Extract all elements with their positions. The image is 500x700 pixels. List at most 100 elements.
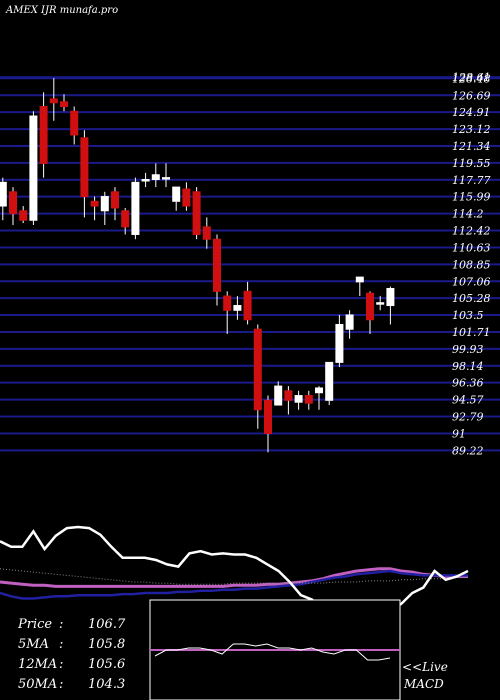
candle-body-down [39,106,48,164]
candle [366,291,374,334]
candle [335,315,344,368]
candle [253,324,262,429]
y-tick-label: 126.69 [452,89,491,102]
info-label: 5MA [18,637,49,652]
candle [90,196,99,221]
candle [151,163,160,188]
candle-body-down [182,188,191,207]
candle [264,395,272,453]
candle [294,390,303,410]
candle [202,217,211,249]
ma50-line [0,568,468,585]
candle-body-up [345,314,354,330]
y-tick-label: 105.28 [452,292,491,305]
info-label: Price [17,617,52,632]
candle-body-up [315,387,323,394]
candle [121,207,130,235]
candle-body-down [192,191,201,235]
candle [315,386,323,410]
info-value: 105.6 [88,657,125,672]
candle-body-up [233,305,242,311]
candle-body-down [70,110,79,136]
candle [60,94,68,112]
candle-body-up [0,181,7,207]
macd-label-line2: MACD [403,677,444,691]
info-separator: : [59,617,63,632]
y-tick-label: 107.06 [452,275,491,288]
candle [131,177,140,240]
candle-body-up [335,323,344,363]
y-tick-label: 128.48 [452,72,491,85]
y-tick-label: 123.12 [452,123,491,136]
y-tick-label: 98.14 [452,360,484,373]
indicator-panel [0,525,469,622]
candle-body-up [355,276,364,283]
y-tick-label: 96.36 [452,377,484,390]
y-tick-label: 121.34 [452,140,491,153]
candle-body-down [366,292,374,321]
candle [100,191,109,225]
y-tick-label: 101.71 [452,326,491,339]
y-tick-label: 117.77 [452,174,491,187]
candle [223,291,232,334]
candle-body-down [223,295,232,311]
candle [345,310,354,339]
y-tick-label: 103.5 [452,309,484,322]
chart-title: AMEX IJR munafa.pro [5,5,118,16]
candle [111,187,119,221]
y-tick-label: 128.61 [452,71,491,84]
info-box: Price: 106.7 5MA: 105.8 12MA: 105.6 50MA: 104.3 [17,617,126,692]
y-tick-label: 110.63 [452,241,491,254]
candle-body-down [19,210,28,221]
candle-body-down [243,290,252,321]
info-separator: : [59,637,63,652]
candle [233,296,242,320]
candle-body-up [151,174,160,181]
candle-body-down [202,226,211,240]
y-tick-label: 92.79 [452,411,484,424]
candle-body-up [29,115,38,221]
candle [70,106,79,145]
candle-body-down [304,395,313,404]
candle-body-down [264,399,272,434]
y-tick-label: 124.91 [452,106,491,119]
candle-body-up [131,181,140,235]
candle-body-up [274,385,283,406]
candle [192,187,201,240]
candle [376,296,385,311]
y-tick-label: 115.99 [452,191,491,204]
candle-body-up [386,287,395,307]
ma5-line [0,569,468,600]
candle [162,163,170,188]
candle-body-down [121,210,130,228]
y-tick-label: 89.22 [452,444,484,457]
y-tick-label: 99.93 [452,343,484,356]
candle-body-up [162,177,170,180]
macd-label-line1: <<Live [402,660,448,674]
candle-body-up [294,395,303,403]
candle [19,206,28,224]
candle [9,187,17,225]
candle [243,281,252,325]
candle-body-down [60,101,68,108]
candle [325,361,334,406]
candle [29,111,38,225]
candle [386,286,395,325]
candle-body-down [284,390,293,401]
candle-body-up [325,361,334,401]
candle [39,92,48,178]
ma12-line [0,567,468,588]
y-tick-label: 112.42 [452,224,491,237]
info-separator: : [59,657,63,672]
candle-body-down [253,328,262,411]
candle [355,276,364,297]
info-value: 106.7 [88,617,126,632]
info-value: 104.3 [88,677,125,692]
info-separator: : [59,677,63,692]
candle [274,381,283,406]
candle-body-down [49,98,58,104]
candle-body-down [213,238,221,292]
candle-body-down [80,137,89,198]
